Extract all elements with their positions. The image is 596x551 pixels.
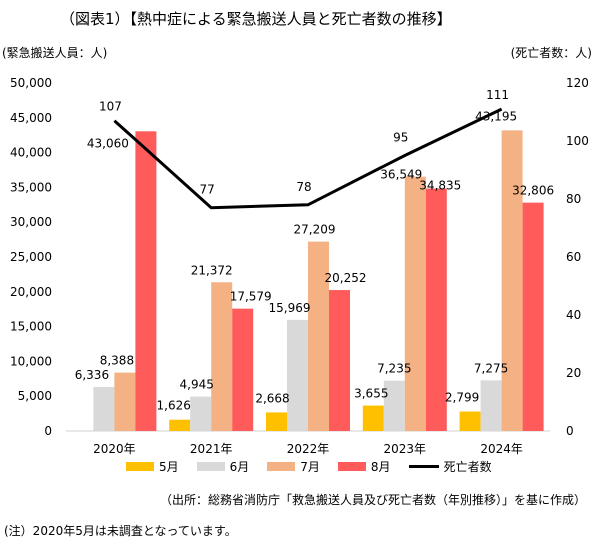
- bar-june: [93, 386, 115, 431]
- legend-swatch-june: [196, 462, 225, 471]
- data-label-may: 1,626: [157, 399, 191, 413]
- bar-june: [287, 319, 308, 431]
- data-label-june: 4,945: [180, 378, 214, 392]
- x-tick-label: 2023年: [384, 442, 427, 456]
- data-label-july: 36,549: [380, 168, 422, 182]
- data-label-july: 43,195: [475, 109, 517, 123]
- data-label-august: 34,835: [419, 179, 461, 193]
- y2-tick-label: 120: [566, 76, 589, 90]
- bar-august: [425, 188, 447, 431]
- legend-item-may: 5月: [126, 458, 179, 475]
- data-label-june: 7,275: [474, 361, 508, 375]
- data-label-deaths: 78: [296, 180, 311, 194]
- data-label-may: 3,655: [354, 387, 388, 401]
- legend-item-august: 8月: [337, 458, 391, 475]
- bar-july: [114, 372, 136, 431]
- bar-august: [135, 131, 157, 431]
- bar-may: [266, 412, 287, 431]
- data-label-june: 15,969: [269, 301, 311, 315]
- data-label-june: 6,336: [75, 368, 109, 382]
- y2-tick-label: 0: [566, 424, 574, 438]
- data-label-july: 27,209: [294, 223, 336, 237]
- legend-item-june: 6月: [196, 458, 250, 475]
- data-label-july: 21,372: [191, 263, 233, 277]
- data-label-deaths: 111: [486, 88, 509, 102]
- bar-july: [211, 282, 233, 431]
- y-tick-label: 30,000: [10, 215, 52, 229]
- x-tick-label: 2021年: [190, 442, 233, 456]
- legend-swatch-july: [267, 462, 296, 471]
- legend-label-august: 8月: [370, 460, 391, 474]
- left-axis-unit: (緊急搬送人員：人): [2, 46, 108, 60]
- legend-item-july: 7月: [267, 458, 320, 475]
- y2-tick-label: 40: [566, 308, 581, 322]
- y2-tick-label: 20: [566, 366, 581, 380]
- line-deaths: [113, 107, 503, 210]
- data-label-may: 2,668: [255, 391, 289, 405]
- right-axis-unit: (死亡者数：人): [510, 46, 592, 60]
- bar-june: [190, 396, 212, 431]
- chart-legend: 5月 6月 7月 8月 死亡者数: [126, 458, 510, 475]
- bar-may: [459, 411, 481, 431]
- legend-label-deaths: 死亡者数: [443, 460, 492, 474]
- y-tick-label: 10,000: [10, 354, 52, 368]
- data-label-june: 7,235: [377, 362, 411, 376]
- bar-august: [329, 290, 350, 431]
- y2-tick-label: 100: [566, 134, 589, 148]
- bar-july: [404, 176, 426, 431]
- data-label-july: 8,388: [100, 354, 134, 368]
- legend-swatch-may: [126, 462, 154, 471]
- data-label-deaths: 107: [99, 100, 122, 114]
- legend-swatch-august: [337, 462, 366, 471]
- bar-may: [169, 419, 191, 431]
- data-label-deaths: 77: [200, 183, 215, 197]
- data-label-august: 43,060: [87, 136, 129, 150]
- data-label-may: 2,799: [445, 391, 479, 405]
- bar-june: [383, 380, 405, 431]
- data-label-august: 17,579: [230, 290, 272, 304]
- source-note: （出所：総務省消防庁「救急搬送人員及び死亡者数（年別推移）」を基に作成）: [159, 493, 586, 507]
- legend-label-june: 6月: [229, 460, 250, 474]
- y-tick-label: 35,000: [10, 180, 52, 194]
- legend-label-july: 7月: [300, 460, 320, 474]
- bar-august: [232, 308, 254, 431]
- y-tick-label: 45,000: [10, 111, 52, 125]
- bar-june: [480, 380, 502, 431]
- y-tick-label: 25,000: [10, 250, 52, 264]
- y2-tick-label: 60: [566, 250, 581, 264]
- y-tick-label: 0: [44, 424, 52, 438]
- legend-item-deaths: 死亡者数: [408, 458, 492, 475]
- y-tick-label: 5,000: [18, 389, 52, 403]
- data-label-august: 32,806: [512, 184, 554, 198]
- x-tick-label: 2022年: [287, 442, 330, 456]
- y2-tick-label: 80: [566, 192, 581, 206]
- y-tick-label: 50,000: [10, 76, 52, 90]
- legend-label-may: 5月: [159, 460, 179, 474]
- bar-july: [308, 241, 329, 431]
- chart-title: （図表1）【熱中症による緊急搬送人員と死亡者数の推移】: [60, 10, 452, 28]
- bar-july: [501, 130, 523, 431]
- y-tick-label: 40,000: [10, 146, 52, 160]
- y-tick-label: 20,000: [10, 285, 52, 299]
- bar-august: [522, 202, 544, 431]
- x-tick-label: 2024年: [480, 442, 523, 456]
- x-tick-label: 2020年: [93, 442, 136, 456]
- data-label-deaths: 95: [393, 131, 408, 145]
- legend-line-deaths: [408, 465, 439, 468]
- y-tick-label: 15,000: [10, 320, 52, 334]
- chart-plot: 0 5,000 10,000 15,000 20,000 25,000 30,000 35,0…: [10, 76, 589, 456]
- data-label-august: 20,252: [325, 271, 367, 285]
- footnote: (注）2020年5月は未調査となっています。: [4, 524, 237, 538]
- bar-may: [362, 405, 384, 431]
